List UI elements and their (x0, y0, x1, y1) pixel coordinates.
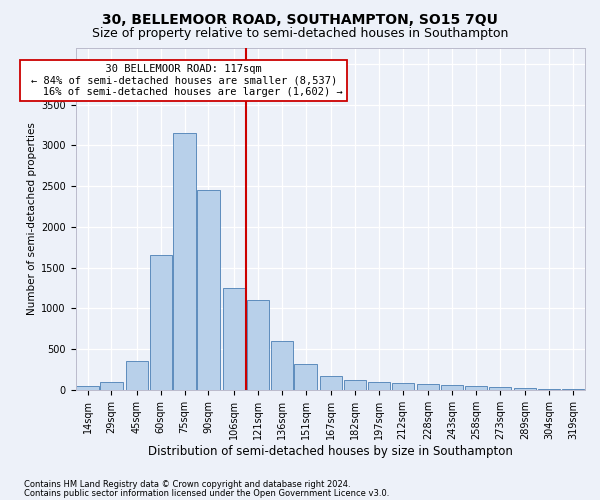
Bar (100, 382, 122, 390)
Bar (488, 387, 511, 390)
Bar (271, 341, 293, 390)
Bar (247, 300, 269, 390)
Bar (126, 362, 148, 390)
Y-axis label: Number of semi-detached properties: Number of semi-detached properties (27, 122, 37, 315)
Bar (392, 384, 414, 390)
Bar (344, 380, 366, 390)
X-axis label: Distribution of semi-detached houses by size in Southampton: Distribution of semi-detached houses by … (148, 444, 513, 458)
Bar (368, 382, 390, 390)
Text: 30, BELLEMOOR ROAD, SOUTHAMPTON, SO15 7QU: 30, BELLEMOOR ROAD, SOUTHAMPTON, SO15 7Q… (102, 12, 498, 26)
Bar (223, 288, 245, 390)
Bar (514, 388, 536, 390)
Bar (173, 133, 196, 390)
Bar (465, 386, 487, 390)
Bar (76, 386, 98, 390)
Text: Size of property relative to semi-detached houses in Southampton: Size of property relative to semi-detach… (92, 28, 508, 40)
Bar (197, 190, 220, 390)
Bar (538, 389, 560, 390)
Bar (417, 384, 439, 390)
Bar (149, 256, 172, 390)
Bar (295, 364, 317, 390)
Bar (320, 376, 342, 390)
Text: Contains public sector information licensed under the Open Government Licence v3: Contains public sector information licen… (24, 490, 389, 498)
Text: 30 BELLEMOOR ROAD: 117sqm  
← 84% of semi-detached houses are smaller (8,537)
  : 30 BELLEMOOR ROAD: 117sqm ← 84% of semi-… (25, 64, 343, 97)
Text: Contains HM Land Registry data © Crown copyright and database right 2024.: Contains HM Land Registry data © Crown c… (24, 480, 350, 489)
Bar (441, 385, 463, 390)
